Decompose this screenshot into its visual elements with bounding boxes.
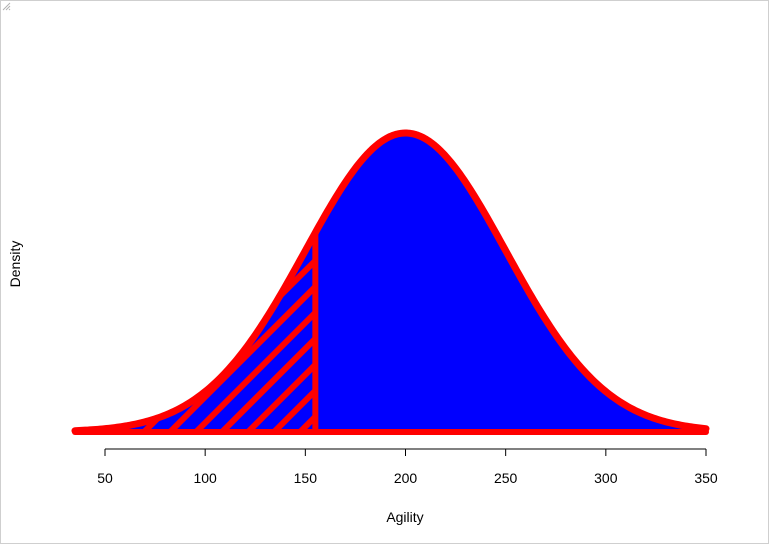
x-tick-label: 350 <box>694 470 718 486</box>
density-area-fill <box>74 133 706 432</box>
hatch-line <box>633 117 769 437</box>
hatch-line <box>737 117 769 437</box>
hatch-line <box>74 232 176 432</box>
hatch-line <box>711 117 769 437</box>
hatch-line <box>659 117 769 437</box>
hatch-line <box>74 232 202 432</box>
hatch-line <box>763 117 769 437</box>
hatch-line <box>240 232 316 432</box>
density-curve <box>71 129 710 435</box>
hatch-line <box>685 117 769 437</box>
hatch-line <box>214 232 316 432</box>
x-tick-label: 50 <box>97 470 113 486</box>
x-tick-label: 300 <box>594 470 618 486</box>
x-tick-label: 250 <box>494 470 518 486</box>
x-axis-title: Agility <box>386 509 423 525</box>
resize-grip-icon[interactable] <box>1 1 11 11</box>
y-axis-title: Density <box>7 241 23 288</box>
hatch-line <box>607 117 769 437</box>
x-axis: 50 100 150 200 250 300 350 <box>97 448 718 486</box>
x-tick-label: 200 <box>394 470 418 486</box>
hatch-line <box>581 117 769 437</box>
hatch-line <box>188 232 316 432</box>
hatch-line <box>74 232 228 432</box>
x-tick-label: 100 <box>193 470 217 486</box>
x-tick-label: 150 <box>294 470 318 486</box>
